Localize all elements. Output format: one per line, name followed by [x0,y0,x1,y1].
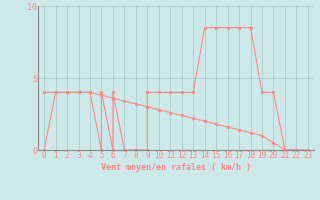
X-axis label: Vent moyen/en rafales ( km/h ): Vent moyen/en rafales ( km/h ) [101,163,251,172]
